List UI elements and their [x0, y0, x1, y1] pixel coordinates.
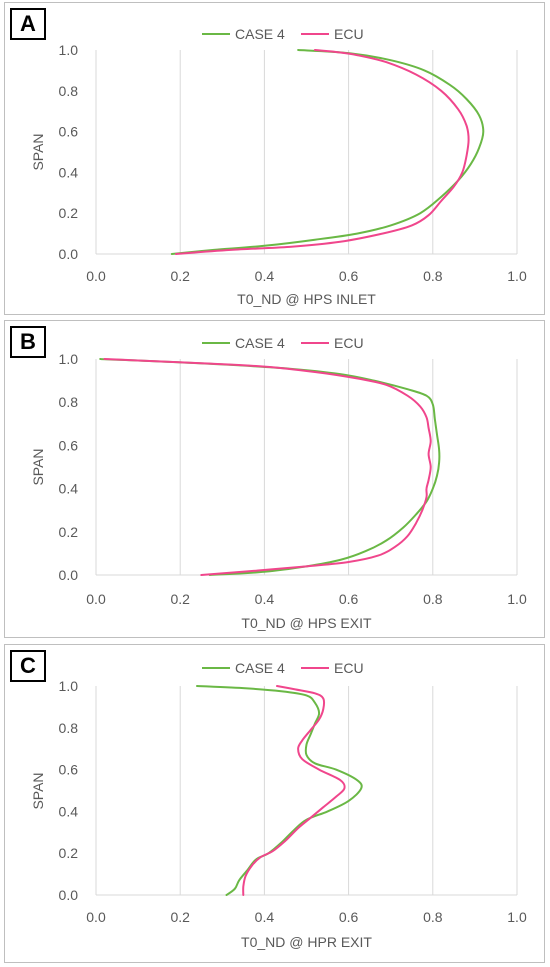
x-tick-label: 0.2	[170, 591, 190, 607]
chart-a: 0.0 0.2 0.4 0.6 0.8 1.0 0.0 0.2 0.4 0.6 0.8 1.0 T0_N…	[30, 26, 527, 307]
y-tick-label: 1.0	[59, 351, 79, 367]
legend-label-case-4: CASE 4	[235, 26, 285, 42]
y-tick-label: 0.2	[59, 205, 79, 221]
x-axis-label: T0_ND @ HPS INLET	[237, 291, 376, 307]
series-line-case-4	[170, 49, 485, 255]
y-tick-label: 0.4	[59, 481, 79, 497]
y-tick-label: 0.8	[59, 83, 79, 99]
panel-a: A 0.0 0.2 0.4 0.6 0.8 1.0 0.0 0.2 0.4 0.6 0.8 1.0 T0…	[4, 2, 545, 315]
chart-b: 0.0 0.2 0.4 0.6 0.8 1.0 0.0 0.2 0.4 0.6 0.8 1.0 T0_N…	[30, 335, 527, 631]
x-axis-label: T0_ND @ HPR EXIT	[241, 934, 372, 950]
series-line-case-4	[196, 685, 363, 896]
x-tick-label: 0.8	[423, 909, 443, 925]
legend-label-case-4: CASE 4	[235, 335, 285, 351]
y-tick-label: 0.8	[59, 720, 79, 736]
x-tick-label: 0.8	[423, 268, 443, 284]
panel-label: B	[10, 326, 46, 358]
x-tick-label: 1.0	[507, 268, 527, 284]
x-tick-label: 0.2	[170, 268, 190, 284]
y-tick-label: 0.2	[59, 845, 79, 861]
panel-label: A	[10, 8, 46, 40]
y-tick-label: 1.0	[59, 42, 79, 58]
panel-b: B 0.0 0.2 0.4 0.6 0.8 1.0 0.0 0.2 0.4 0.6 0.8 1.0 T0…	[4, 320, 545, 638]
series-line-ecu	[242, 685, 346, 896]
x-tick-label: 1.0	[507, 591, 527, 607]
x-tick-label: 0.4	[255, 268, 275, 284]
legend-label-ecu: ECU	[334, 660, 364, 676]
x-tick-label: 0.0	[86, 268, 106, 284]
y-axis-label: SPAN	[30, 448, 46, 485]
x-tick-label: 0.6	[339, 909, 359, 925]
series-line-ecu	[175, 49, 470, 255]
y-axis-label: SPAN	[30, 772, 46, 809]
y-tick-label: 0.4	[59, 803, 79, 819]
x-tick-label: 0.4	[255, 591, 275, 607]
x-tick-label: 1.0	[507, 909, 527, 925]
y-tick-label: 0.2	[59, 524, 79, 540]
panel-c: C 0.0 0.2 0.4 0.6 0.8 1.0 0.0 0.2 0.4 0.6 0.8 1.0 T0…	[4, 644, 545, 963]
legend-label-case-4: CASE 4	[235, 660, 285, 676]
y-tick-label: 1.0	[59, 678, 79, 694]
x-tick-label: 0.2	[170, 909, 190, 925]
x-tick-label: 0.8	[423, 591, 443, 607]
panel-label: C	[10, 650, 46, 682]
series-line-case-4	[99, 358, 441, 576]
x-tick-label: 0.4	[255, 909, 275, 925]
series-line-ecu	[103, 358, 432, 576]
x-tick-label: 0.6	[339, 591, 359, 607]
y-tick-label: 0.4	[59, 164, 79, 180]
y-axis-label: SPAN	[30, 133, 46, 170]
x-axis-label: T0_ND @ HPS EXIT	[241, 615, 372, 631]
y-tick-label: 0.6	[59, 762, 79, 778]
x-tick-label: 0.0	[86, 909, 106, 925]
y-tick-label: 0.6	[59, 124, 79, 140]
x-tick-label: 0.0	[86, 591, 106, 607]
y-tick-label: 0.0	[59, 567, 79, 583]
chart-c: 0.0 0.2 0.4 0.6 0.8 1.0 0.0 0.2 0.4 0.6 0.8 1.0 T0_N…	[30, 660, 527, 950]
y-tick-label: 0.8	[59, 394, 79, 410]
legend-label-ecu: ECU	[334, 335, 364, 351]
y-tick-label: 0.0	[59, 887, 79, 903]
y-tick-label: 0.6	[59, 437, 79, 453]
y-tick-label: 0.0	[59, 246, 79, 262]
x-tick-label: 0.6	[339, 268, 359, 284]
legend-label-ecu: ECU	[334, 26, 364, 42]
